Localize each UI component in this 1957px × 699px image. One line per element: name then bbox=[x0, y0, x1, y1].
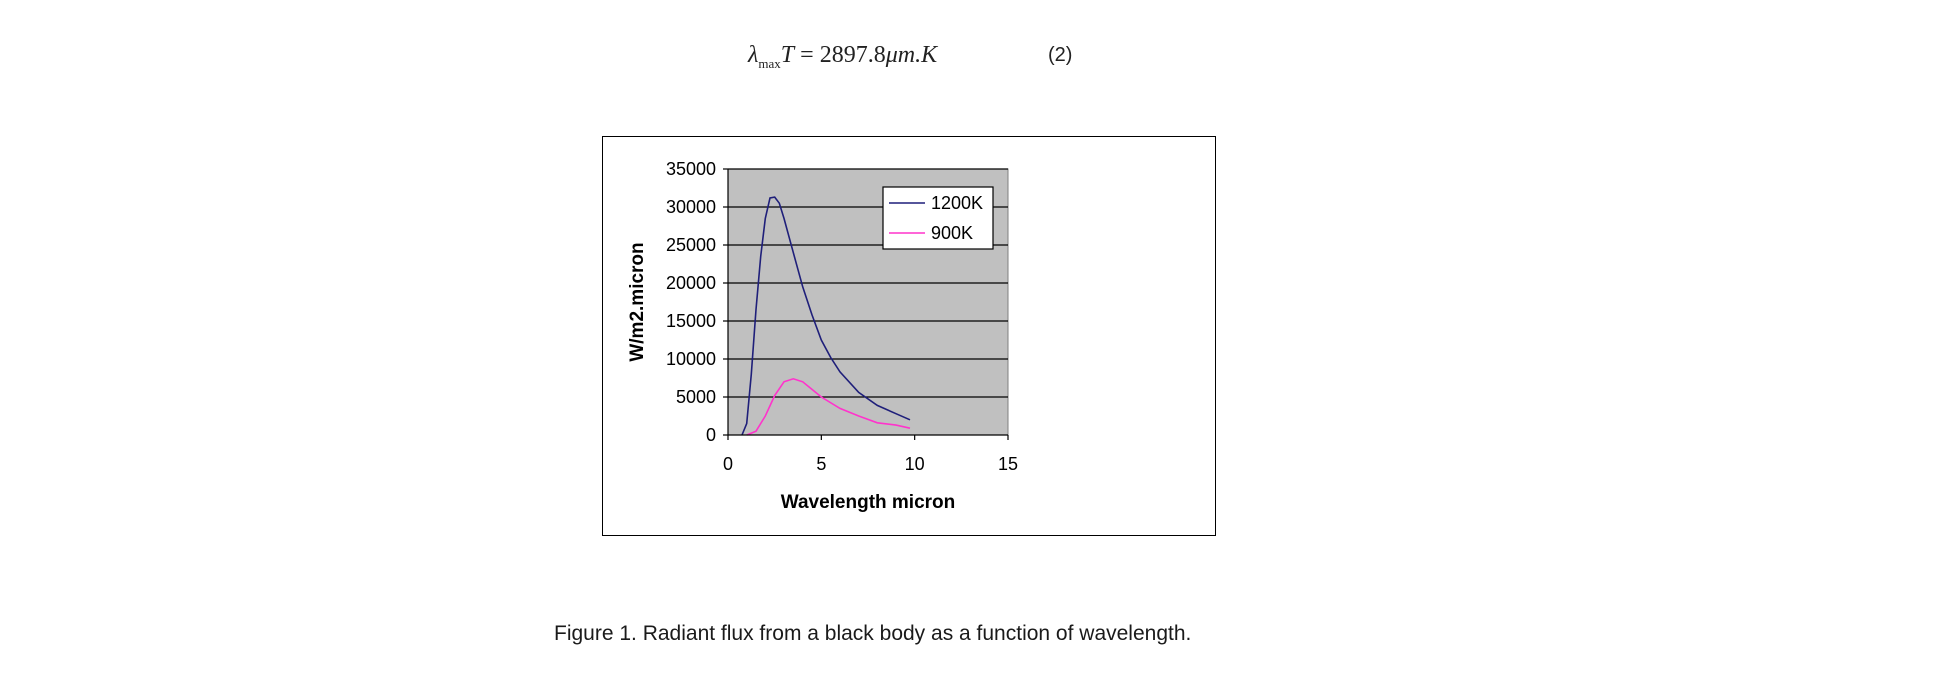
equation-value: 2897.8 bbox=[819, 42, 886, 68]
x-tick-labels: 0 5 10 15 bbox=[723, 454, 1018, 474]
y-axis-title: W/m2.micron bbox=[627, 242, 648, 361]
legend: 1200K 900K bbox=[882, 186, 994, 250]
series-lines bbox=[741, 196, 911, 436]
y-tick-label: 25000 bbox=[666, 235, 716, 255]
equation-lambda: λ bbox=[748, 42, 759, 68]
equation: λmaxT = 2897.8μm.K (2) bbox=[748, 42, 1088, 82]
line-chart: 0 5000 10000 15000 20000 25000 30000 35000 0 5 10… bbox=[627, 159, 1018, 513]
chart-frame: 0 5000 10000 15000 20000 25000 30000 35000 0 5 10… bbox=[602, 136, 1216, 536]
equation-variable: T bbox=[780, 42, 795, 68]
y-tick-label: 35000 bbox=[666, 159, 716, 179]
series-line-1200k bbox=[741, 196, 911, 436]
equation-subscript: max bbox=[758, 56, 781, 71]
x-tick-label: 10 bbox=[905, 454, 925, 474]
x-tick-label: 5 bbox=[816, 454, 826, 474]
legend-label-1200k: 1200K bbox=[931, 193, 983, 213]
series-line-900k bbox=[746, 377, 911, 436]
y-tick-label: 0 bbox=[706, 425, 716, 445]
figure-caption: Figure 1. Radiant flux from a black body… bbox=[554, 622, 1192, 645]
y-tick-label: 15000 bbox=[666, 311, 716, 331]
y-tick-label: 30000 bbox=[666, 197, 716, 217]
y-tick-label: 5000 bbox=[676, 387, 716, 407]
legend-box bbox=[882, 186, 994, 250]
equation-number: (2) bbox=[1048, 44, 1073, 66]
equation-units: μm.K bbox=[885, 42, 938, 68]
axes bbox=[723, 168, 1009, 440]
legend-label-900k: 900K bbox=[931, 223, 973, 243]
equation-equals: = bbox=[794, 42, 820, 68]
y-tick-labels: 0 5000 10000 15000 20000 25000 30000 35000 bbox=[666, 159, 716, 445]
x-tick-label: 0 bbox=[723, 454, 733, 474]
x-axis-title: Wavelength micron bbox=[781, 492, 956, 513]
x-tick-label: 15 bbox=[998, 454, 1018, 474]
y-tick-label: 10000 bbox=[666, 349, 716, 369]
y-tick-label: 20000 bbox=[666, 273, 716, 293]
